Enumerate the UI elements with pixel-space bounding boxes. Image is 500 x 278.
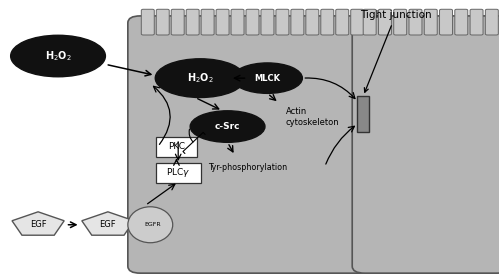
Polygon shape: [82, 212, 134, 235]
Ellipse shape: [232, 63, 302, 93]
FancyBboxPatch shape: [352, 16, 500, 273]
Text: Tight junction: Tight junction: [360, 10, 432, 92]
FancyBboxPatch shape: [246, 9, 259, 35]
Text: PLC$\gamma$: PLC$\gamma$: [166, 167, 190, 179]
FancyBboxPatch shape: [440, 9, 452, 35]
FancyBboxPatch shape: [186, 9, 199, 35]
FancyBboxPatch shape: [142, 9, 154, 35]
FancyBboxPatch shape: [394, 9, 406, 35]
Text: Tyr-phosphorylation: Tyr-phosphorylation: [208, 163, 286, 172]
FancyBboxPatch shape: [156, 163, 200, 183]
FancyBboxPatch shape: [291, 9, 304, 35]
Ellipse shape: [156, 59, 245, 98]
FancyBboxPatch shape: [201, 9, 214, 35]
Ellipse shape: [190, 111, 265, 142]
FancyBboxPatch shape: [470, 9, 483, 35]
FancyBboxPatch shape: [156, 136, 197, 157]
Text: H$_2$O$_2$: H$_2$O$_2$: [186, 71, 214, 85]
FancyBboxPatch shape: [424, 9, 437, 35]
Polygon shape: [12, 212, 64, 235]
FancyBboxPatch shape: [128, 16, 372, 273]
FancyBboxPatch shape: [455, 9, 468, 35]
FancyBboxPatch shape: [378, 9, 392, 35]
FancyBboxPatch shape: [276, 9, 289, 35]
Text: c-Src: c-Src: [215, 122, 240, 131]
FancyBboxPatch shape: [350, 9, 364, 35]
FancyBboxPatch shape: [336, 9, 348, 35]
Text: EGF: EGF: [30, 220, 46, 229]
Text: MLCK: MLCK: [254, 74, 280, 83]
FancyBboxPatch shape: [321, 9, 334, 35]
Text: H$_2$O$_2$: H$_2$O$_2$: [44, 49, 72, 63]
Text: EGFR: EGFR: [144, 222, 161, 227]
FancyBboxPatch shape: [486, 9, 498, 35]
FancyBboxPatch shape: [306, 9, 319, 35]
FancyBboxPatch shape: [171, 9, 184, 35]
Ellipse shape: [10, 35, 106, 77]
Text: EGF: EGF: [100, 220, 116, 229]
FancyBboxPatch shape: [156, 9, 169, 35]
FancyBboxPatch shape: [231, 9, 244, 35]
Text: Actin
cytoskeleton: Actin cytoskeleton: [286, 107, 340, 126]
FancyBboxPatch shape: [357, 96, 369, 132]
FancyBboxPatch shape: [409, 9, 422, 35]
Text: PKC: PKC: [168, 142, 185, 151]
Ellipse shape: [128, 207, 172, 243]
FancyBboxPatch shape: [261, 9, 274, 35]
FancyBboxPatch shape: [363, 9, 376, 35]
FancyBboxPatch shape: [216, 9, 229, 35]
